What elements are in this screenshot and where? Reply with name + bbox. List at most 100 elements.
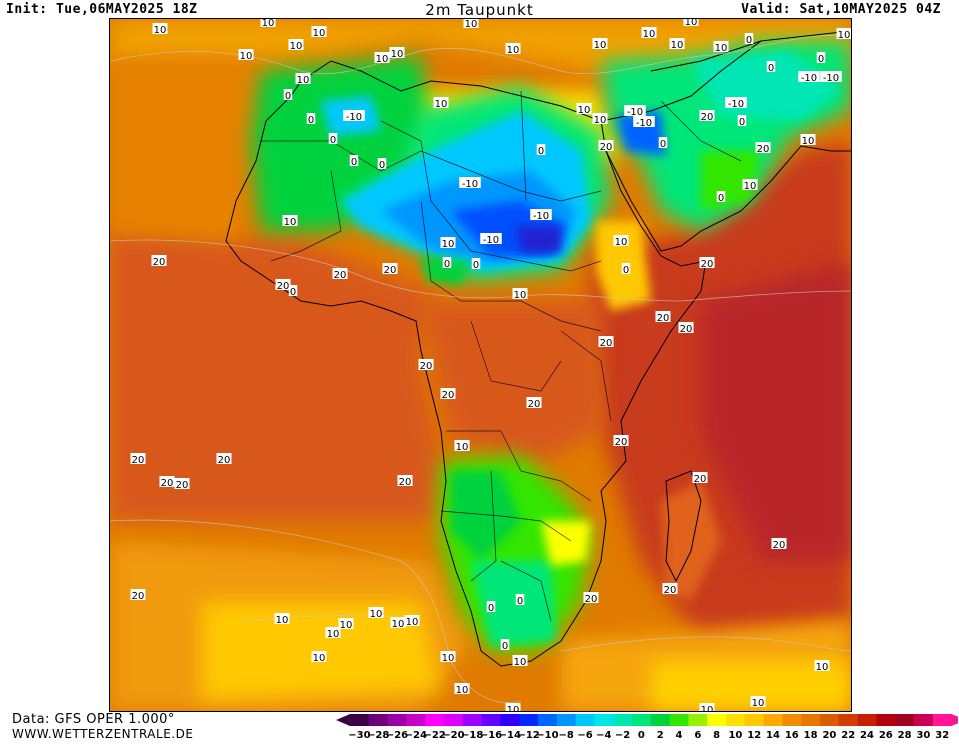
contour-label-text: 0 — [444, 259, 450, 270]
contour-label-text: 0 — [351, 157, 357, 168]
contour-label-text: 10 — [290, 41, 303, 52]
contour-label-text: 10 — [456, 442, 469, 453]
scale-swatch — [876, 714, 896, 726]
contour-label: 0 — [377, 158, 387, 171]
contour-label: -10 — [624, 105, 646, 118]
contour-label-text: 10 — [297, 75, 310, 86]
contour-label-text: -10 — [462, 179, 478, 190]
contour-label-text: 10 — [594, 115, 607, 126]
contour-label: 20 — [678, 322, 694, 335]
scale-swatch — [444, 714, 464, 726]
contour-label: 10 — [713, 41, 729, 54]
contour-label: 20 — [130, 453, 146, 466]
contour-label: 20 — [332, 268, 348, 281]
contour-label-text: 0 — [623, 265, 629, 276]
contour-label-text: 10 — [744, 181, 757, 192]
contour-label: 10 — [325, 627, 341, 640]
contour-label: 10 — [814, 660, 830, 673]
scale-tick-label: −2 — [615, 730, 630, 740]
contour-label: 0 — [349, 155, 359, 168]
contour-label: 10 — [368, 607, 384, 620]
contour-label: 0 — [442, 257, 452, 270]
contour-label-text: 10 — [340, 620, 353, 631]
contour-label-text: 20 — [132, 591, 145, 602]
contour-label-text: 20 — [664, 585, 677, 596]
contour-label: 10 — [592, 113, 608, 126]
contour-label: 10 — [512, 288, 528, 301]
contour-label-text: 0 — [379, 160, 385, 171]
contour-label: 10 — [592, 38, 608, 51]
contour-label: 10 — [238, 49, 254, 62]
scale-swatch — [575, 714, 595, 726]
contour-label: 10 — [433, 97, 449, 110]
scale-swatch — [707, 714, 727, 726]
contour-label-text: -10 — [801, 73, 817, 84]
scale-swatch — [820, 714, 840, 726]
contour-label-text: 10 — [752, 698, 765, 709]
scale-tick-label: −28 — [367, 730, 389, 740]
contour-label-text: -10 — [346, 112, 362, 123]
map-title: 2m Taupunkt — [425, 1, 534, 19]
contour-label: 20 — [440, 388, 456, 401]
contour-label-text: 0 — [718, 193, 724, 204]
contour-label: 20 — [771, 538, 787, 551]
contour-label-text: 10 — [514, 657, 527, 668]
contour-label: 10 — [454, 683, 470, 696]
contour-label-text: 10 — [671, 40, 684, 51]
scale-tick-label: 22 — [841, 730, 855, 740]
scale-swatch — [500, 714, 520, 726]
contour-label-text: 10 — [507, 705, 520, 711]
contour-label-text: 10 — [615, 237, 628, 248]
contour-label-text: 10 — [406, 617, 419, 628]
data-source: Data: GFS OPER 1.000° — [12, 712, 175, 727]
contour-label-text: 10 — [442, 239, 455, 250]
country-borders — [261, 90, 742, 622]
contour-label-text: 10 — [514, 290, 527, 301]
contour-label: 0 — [283, 89, 293, 102]
contour-label: 0 — [288, 285, 298, 298]
scale-tick-label: 16 — [785, 730, 799, 740]
contour-label: 20 — [130, 589, 146, 602]
contour-label-text: -10 — [823, 73, 839, 84]
contour-label: 20 — [699, 110, 715, 123]
contour-label: 10 — [260, 19, 276, 29]
contour-label: 0 — [737, 115, 747, 128]
color-scale-bar: −30−28−26−24−22−20−18−16−14−12−10 −8 −6 −4−… — [336, 714, 959, 741]
contour-label-text: 10 — [435, 99, 448, 110]
scale-swatch — [538, 714, 558, 726]
scale-tick-label: 28 — [898, 730, 912, 740]
contour-label-text: 20 — [757, 144, 770, 155]
scale-swatch — [556, 714, 576, 726]
contour-label: 10 — [836, 28, 851, 41]
contour-label-text: 20 — [657, 313, 670, 324]
contour-label-text: 0 — [517, 596, 523, 607]
contour-label-text: 0 — [739, 117, 745, 128]
contour-label: 10 — [274, 613, 290, 626]
dewpoint-map: 10 10 10 10 10 10 10 10 10 10 10 10 10 10 0 10 0 0 -10 -10 1… — [109, 18, 852, 712]
contour-label: 0 — [486, 601, 496, 614]
scale-swatch — [613, 714, 633, 726]
color-scale-legend: −30 −28 −26 −24 −22 −20 −18 −16 −14 −12 −10 −8 −6 −4−… — [336, 712, 959, 741]
scale-tick-label: 32 — [935, 730, 949, 740]
contour-label: 20 — [151, 255, 167, 268]
scale-swatch — [726, 714, 746, 726]
scale-tick-label: 26 — [879, 730, 893, 740]
init-time: Init: Tue,06MAY2025 18Z — [6, 2, 198, 17]
contour-label-text: 10 — [240, 51, 253, 62]
contour-label-text: 0 — [538, 146, 544, 157]
contour-label: 0 — [658, 137, 668, 150]
scale-low-arrow — [336, 714, 350, 726]
contour-label: 20 — [755, 142, 771, 155]
scale-tick-label: 0 — [638, 730, 645, 740]
contour-label: 20 — [692, 472, 708, 485]
contour-label: 0 — [471, 258, 481, 271]
contour-label: 10 — [699, 703, 715, 711]
contour-label: -10 — [480, 233, 502, 246]
scale-swatch — [744, 714, 764, 726]
contour-label: 10 — [800, 134, 816, 147]
contour-label-text: 20 — [442, 390, 455, 401]
contour-label: 0 — [515, 594, 525, 607]
contour-label-text: 0 — [660, 139, 666, 150]
contour-label-text: 20 — [585, 594, 598, 605]
contour-label: 10 — [454, 440, 470, 453]
